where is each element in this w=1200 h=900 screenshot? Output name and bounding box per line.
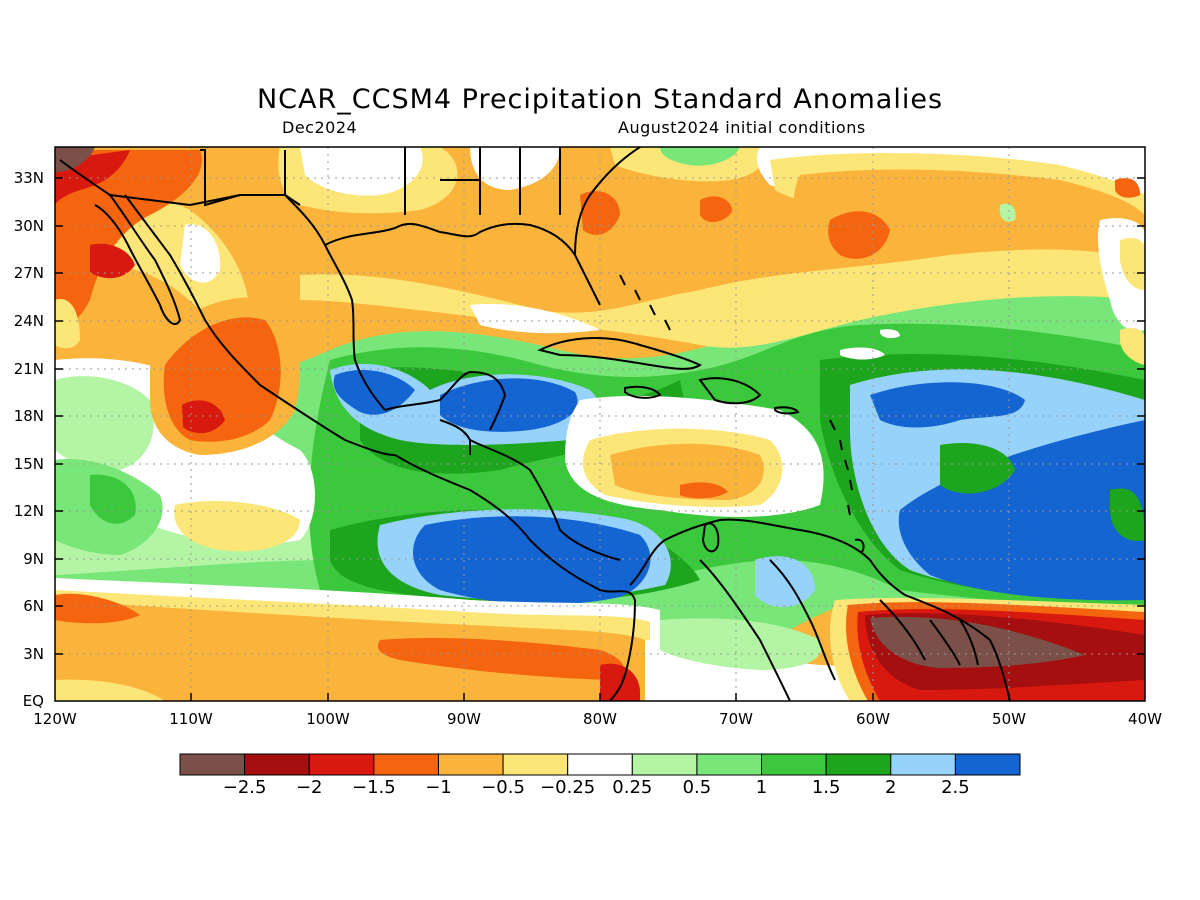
colorbar-swatch bbox=[179, 753, 246, 776]
colorbar-swatch bbox=[567, 753, 633, 776]
anomaly-region bbox=[55, 299, 80, 349]
anomaly-region bbox=[174, 500, 300, 552]
colorbar-swatch bbox=[825, 753, 892, 776]
anomaly-region bbox=[700, 196, 732, 223]
colorbar-swatch bbox=[890, 753, 956, 776]
lat-label: 24N bbox=[14, 312, 44, 330]
anomaly-region bbox=[580, 191, 620, 235]
anomaly-region bbox=[470, 304, 600, 334]
colorbar-swatch bbox=[308, 753, 375, 776]
anomaly-field bbox=[55, 147, 1145, 701]
anomaly-region bbox=[55, 679, 165, 701]
anomaly-region bbox=[600, 663, 640, 701]
colorbar-label: −2.5 bbox=[223, 777, 267, 798]
anomaly-region bbox=[755, 556, 815, 608]
anomaly-region bbox=[999, 203, 1016, 222]
colorbar-swatch bbox=[761, 753, 827, 776]
anomaly-region bbox=[940, 442, 1015, 494]
colorbar-label: −0.5 bbox=[481, 777, 525, 798]
lat-label: 6N bbox=[23, 597, 44, 615]
colorbar-label: 0.5 bbox=[683, 777, 712, 798]
lat-label: 15N bbox=[14, 455, 44, 473]
colorbar-label: −0.25 bbox=[540, 777, 595, 798]
lat-label: 9N bbox=[23, 550, 44, 568]
colorbar-label: −1.5 bbox=[352, 777, 396, 798]
anomaly-region bbox=[413, 516, 651, 605]
anomaly-region bbox=[180, 224, 221, 283]
lat-label: 18N bbox=[14, 407, 44, 425]
colorbar-swatch bbox=[696, 753, 763, 776]
lon-label: 40W bbox=[1128, 710, 1162, 728]
lon-label: 90W bbox=[447, 710, 481, 728]
colorbar bbox=[179, 753, 1021, 776]
axis-ticks bbox=[55, 177, 1145, 701]
anomaly-region bbox=[55, 593, 140, 624]
chart-title: NCAR_CCSM4 Precipitation Standard Anomal… bbox=[256, 84, 944, 115]
anomaly-region bbox=[898, 420, 1145, 601]
anomaly-region bbox=[840, 347, 885, 360]
lat-label: 33N bbox=[14, 169, 44, 187]
lon-label: 80W bbox=[583, 710, 617, 728]
anomaly-region bbox=[90, 474, 136, 524]
anomaly-region bbox=[333, 370, 415, 415]
lat-label: EQ bbox=[23, 692, 44, 710]
colorbar-label: 1 bbox=[756, 777, 767, 798]
colorbar-swatch bbox=[954, 753, 1021, 776]
anomaly-region bbox=[1115, 178, 1140, 198]
anomaly-region bbox=[55, 150, 202, 335]
colorbar-swatch bbox=[502, 753, 569, 776]
lon-label: 120W bbox=[33, 710, 77, 728]
colorbar-label: 2.5 bbox=[941, 777, 970, 798]
anomaly-region bbox=[880, 329, 900, 339]
lon-labels: 120W 110W 100W 90W 80W 70W 60W 50W 40W bbox=[33, 710, 1162, 728]
lat-labels: 33N 30N 27N 24N 21N 18N 15N 12N 9N 6N 3N… bbox=[14, 169, 44, 710]
anomaly-region bbox=[55, 376, 154, 470]
anomaly-region bbox=[440, 378, 578, 432]
colorbar-swatch bbox=[631, 753, 698, 776]
anomaly-region bbox=[660, 147, 740, 166]
lat-label: 30N bbox=[14, 217, 44, 235]
lon-label: 70W bbox=[719, 710, 753, 728]
lat-label: 12N bbox=[14, 502, 44, 520]
colorbar-swatch bbox=[244, 753, 310, 776]
colorbar-swatch bbox=[373, 753, 439, 776]
colorbar-label: 2 bbox=[885, 777, 896, 798]
coastlines bbox=[59, 147, 1011, 701]
anomaly-region bbox=[659, 194, 760, 250]
anomaly-region bbox=[1110, 488, 1145, 541]
anomaly-region bbox=[1120, 328, 1145, 365]
initial-conditions: August2024 initial conditions bbox=[618, 118, 866, 137]
anomaly-region bbox=[680, 482, 728, 499]
colorbar-labels: −2.5 −2 −1.5 −1 −0.5 −0.25 0.25 0.5 1 1.5 2 2.5 bbox=[223, 777, 970, 798]
lon-label: 50W bbox=[992, 710, 1026, 728]
colorbar-label: −1 bbox=[425, 777, 452, 798]
anomaly-region bbox=[55, 147, 95, 172]
colorbar-label: 0.25 bbox=[612, 777, 652, 798]
lon-label: 60W bbox=[856, 710, 890, 728]
anomaly-region bbox=[55, 600, 645, 701]
anomaly-region bbox=[610, 443, 764, 500]
anomaly-region bbox=[90, 243, 135, 279]
colorbar-label: 1.5 bbox=[812, 777, 841, 798]
anomaly-region bbox=[377, 638, 624, 680]
colorbar-swatch bbox=[437, 753, 504, 776]
anomaly-region bbox=[300, 249, 1145, 348]
anomaly-region bbox=[828, 211, 890, 259]
anomaly-region bbox=[1120, 238, 1145, 290]
lat-label: 27N bbox=[14, 264, 44, 282]
lat-label: 3N bbox=[23, 645, 44, 663]
anomaly-region bbox=[470, 147, 560, 190]
lon-label: 110W bbox=[169, 710, 213, 728]
anomaly-region bbox=[660, 618, 822, 670]
colorbar-label: −2 bbox=[296, 777, 323, 798]
anomaly-region bbox=[300, 147, 423, 196]
lat-label: 21N bbox=[14, 360, 44, 378]
forecast-month: Dec2024 bbox=[282, 118, 358, 137]
lon-label: 100W bbox=[306, 710, 350, 728]
gridlines bbox=[55, 147, 1145, 701]
anomaly-region bbox=[870, 616, 1085, 668]
anomaly-region bbox=[182, 400, 225, 434]
